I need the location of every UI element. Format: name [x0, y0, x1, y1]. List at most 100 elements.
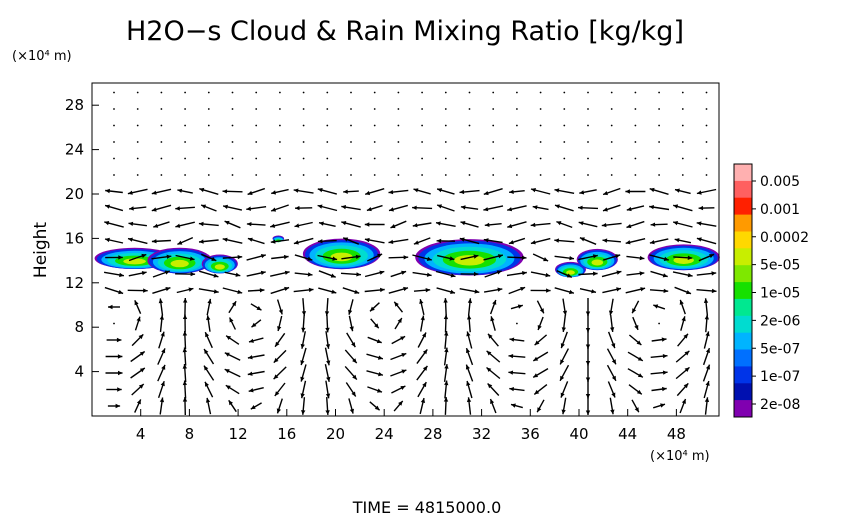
vector-head-452: [626, 206, 632, 212]
vector-head-33: [127, 190, 133, 195]
cloud-cells: [94, 235, 720, 278]
vector-head-46: [158, 298, 163, 304]
vector-dot-279: [421, 91, 423, 94]
vector-head-160: [301, 410, 306, 415]
vector-head-283: [444, 347, 449, 353]
vector-head-263: [422, 349, 428, 355]
vector-head-341: [509, 387, 514, 392]
vector-head-232: [366, 207, 372, 212]
vector-head-291: [436, 221, 441, 226]
vector-dot-194: [326, 174, 329, 176]
vector-head-347: [520, 287, 526, 291]
vector-dot-434: [610, 174, 613, 176]
vector-head-403: [585, 361, 591, 366]
vector-dot-438: [610, 108, 613, 110]
vector-head-62: [182, 364, 187, 369]
colorbar-swatch-3: [734, 214, 752, 232]
vector-head-22: [139, 368, 145, 373]
vector-head-83: [204, 349, 209, 354]
vector-dot-214: [350, 174, 352, 176]
vector-head-326: [492, 300, 497, 305]
vector-dot-97: [207, 124, 210, 127]
vector-head-447: [640, 287, 646, 292]
vector-head-4: [116, 337, 122, 343]
vector-head-104: [226, 335, 232, 340]
vector-head-231: [364, 222, 370, 227]
vector-head-292: [437, 204, 442, 209]
vector-dot-157: [279, 124, 281, 127]
vector-head-143: [273, 357, 279, 363]
vector-head-380: [561, 409, 566, 415]
vector-dot-14: [113, 174, 115, 176]
vector-head-162: [300, 376, 305, 382]
vector-head-311: [460, 221, 466, 226]
vector-dot-18: [113, 108, 115, 110]
colorbar-label-8: 2e-08: [760, 397, 800, 413]
vector-dot-239: [373, 91, 376, 94]
vector-head-240: [398, 400, 403, 406]
vector-dot-218: [350, 108, 352, 110]
vector-head-161: [300, 393, 305, 399]
vector-dot-77: [184, 124, 187, 127]
vector-head-313: [459, 189, 465, 195]
vector-dot-156: [279, 141, 281, 143]
x-axis-ticks: 4 8 12 16 20 24 28 32 36 40 44 48: [136, 409, 686, 443]
vector-head-146: [278, 309, 283, 315]
vector-dot-295: [444, 157, 447, 160]
vector-head-406: [585, 311, 591, 316]
vector-head-90: [199, 239, 204, 244]
vector-dot-377: [539, 124, 542, 127]
vector-dot-178: [302, 108, 305, 110]
vector-head-8: [119, 272, 124, 278]
vector-head-149: [283, 254, 289, 260]
y-axis-ticks: 4 8 12 16 20 24 28: [65, 96, 99, 381]
vector-head-47: [165, 287, 171, 292]
vector-head-87: [213, 289, 219, 294]
vector-dot-116: [231, 141, 234, 143]
chart-title: H2O−s Cloud & Rain Mixing Ratio [kg/kg]: [126, 16, 684, 47]
colorbar-label-2: 0.0002: [760, 230, 809, 246]
vector-dot-277: [421, 124, 423, 127]
vector-head-167: [308, 287, 314, 293]
wind-vectors: [103, 91, 717, 416]
vector-dot-454: [634, 174, 637, 176]
vector-dot-338: [492, 108, 495, 110]
vector-head-425: [610, 327, 615, 332]
vector-head-269: [426, 256, 432, 261]
vector-head-109: [237, 255, 243, 260]
vector-dot-494: [681, 174, 684, 176]
vector-head-9: [118, 255, 123, 260]
vector-head-107: [237, 289, 243, 294]
vector-head-60: [182, 397, 188, 402]
vector-head-86: [207, 298, 212, 304]
x-tick-label-32: 32: [472, 425, 491, 443]
vector-head-340: [511, 403, 516, 408]
vector-dot-235: [373, 157, 376, 160]
vector-head-348: [522, 271, 527, 276]
vector-dot-155: [279, 157, 281, 160]
vector-dot-456: [634, 141, 637, 143]
vector-head-349: [521, 255, 527, 260]
vector-head-71: [175, 223, 181, 228]
vector-head-369: [543, 257, 549, 262]
vector-dot-58: [160, 108, 163, 110]
vector-head-245: [397, 318, 402, 323]
vector-head-486: [679, 299, 684, 305]
vector-head-308: [473, 271, 479, 277]
vector-head-322: [486, 367, 492, 372]
vector-head-130: [247, 237, 253, 242]
vector-dot-314: [468, 174, 471, 176]
vector-head-346: [517, 304, 523, 309]
vector-head-266: [419, 299, 424, 304]
vector-head-11: [104, 221, 110, 226]
vector-head-409: [592, 254, 598, 259]
colorbar-label-6: 5e-07: [760, 341, 800, 357]
colorbar-swatch-10: [734, 332, 752, 350]
vector-head-473: [649, 187, 655, 193]
vector-dot-39: [136, 91, 139, 94]
y-tick-label-20: 20: [65, 185, 84, 203]
vector-dot-19: [113, 91, 115, 94]
vector-head-1: [117, 387, 122, 392]
vector-head-49: [166, 254, 172, 259]
vector-dot-96: [207, 141, 210, 143]
